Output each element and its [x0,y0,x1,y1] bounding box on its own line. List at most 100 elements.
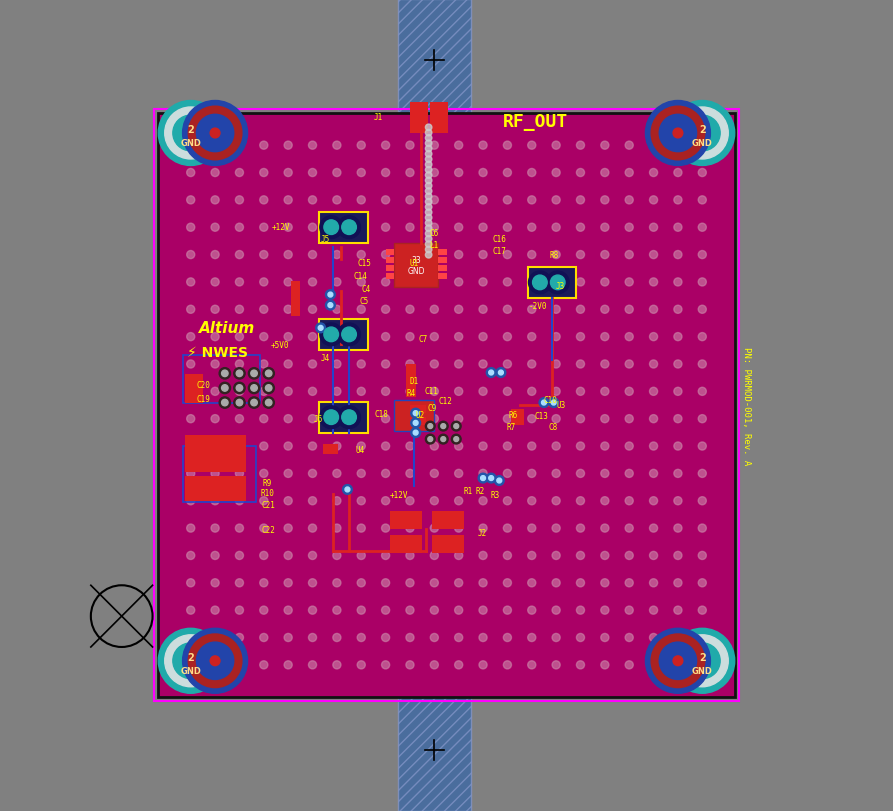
Circle shape [576,333,585,341]
Text: C15: C15 [357,259,371,268]
Bar [438,266,446,272]
Circle shape [211,661,219,669]
Circle shape [576,470,585,478]
Circle shape [338,217,361,239]
Circle shape [601,661,609,669]
Circle shape [504,142,512,150]
Bar [158,114,735,697]
Circle shape [284,470,292,478]
Bar [290,296,300,316]
Circle shape [541,401,547,406]
Circle shape [528,525,536,533]
Circle shape [284,443,292,451]
Bar [386,258,394,264]
Text: U4: U4 [355,445,365,455]
Circle shape [441,437,446,442]
Circle shape [308,470,317,478]
Circle shape [211,142,219,150]
Circle shape [601,388,609,396]
Circle shape [479,579,487,587]
Circle shape [406,633,414,642]
Circle shape [676,635,729,687]
Circle shape [455,333,463,341]
Circle shape [455,224,463,232]
Circle shape [425,435,435,444]
Circle shape [552,443,560,451]
Circle shape [504,415,512,423]
Circle shape [308,142,317,150]
Text: J6: J6 [314,414,323,424]
Circle shape [320,217,343,239]
Circle shape [504,470,512,478]
Circle shape [504,633,512,642]
Circle shape [552,142,560,150]
Circle shape [425,204,432,211]
Circle shape [308,633,317,642]
Circle shape [455,470,463,478]
Circle shape [406,388,414,396]
Circle shape [265,371,272,377]
Text: PN: PWRMOD-001, Rev. A: PN: PWRMOD-001, Rev. A [742,346,751,465]
Circle shape [308,661,317,669]
Bar [182,356,260,403]
Bar [154,109,739,702]
Circle shape [260,607,268,615]
Bar [430,103,448,134]
Text: U3: U3 [556,401,565,410]
Circle shape [260,196,268,204]
Text: C8: C8 [549,422,558,431]
Circle shape [455,142,463,150]
Circle shape [455,607,463,615]
Circle shape [576,661,585,669]
Circle shape [528,497,536,505]
Circle shape [601,333,609,341]
Circle shape [308,443,317,451]
Circle shape [479,443,487,451]
Circle shape [625,388,633,396]
Circle shape [260,224,268,232]
Text: R10: R10 [261,488,274,498]
Circle shape [248,383,260,394]
Circle shape [326,301,335,311]
Circle shape [479,661,487,669]
Circle shape [187,607,195,615]
Circle shape [413,431,418,436]
Circle shape [425,225,432,232]
Circle shape [576,551,585,560]
Circle shape [406,306,414,314]
Circle shape [342,221,356,235]
Circle shape [550,276,565,290]
Circle shape [455,278,463,286]
Circle shape [236,443,244,451]
Circle shape [601,142,609,150]
Circle shape [625,551,633,560]
Circle shape [698,360,706,368]
Circle shape [625,224,633,232]
Circle shape [479,525,487,533]
Circle shape [504,661,512,669]
Circle shape [576,525,585,533]
Circle shape [528,470,536,478]
Circle shape [357,443,365,451]
Text: C6: C6 [430,228,438,238]
Circle shape [601,306,609,314]
Circle shape [265,385,272,392]
Circle shape [236,579,244,587]
Text: R6: R6 [508,410,517,420]
Text: R2: R2 [476,486,485,496]
Circle shape [357,415,365,423]
Circle shape [236,661,244,669]
Circle shape [601,224,609,232]
Circle shape [674,142,682,150]
Circle shape [425,231,432,238]
Circle shape [211,470,219,478]
Circle shape [674,333,682,341]
Circle shape [455,415,463,423]
Text: C20: C20 [196,380,210,390]
Circle shape [674,525,682,533]
Circle shape [576,360,585,368]
Circle shape [219,368,230,380]
Circle shape [528,142,536,150]
Circle shape [333,633,341,642]
Circle shape [333,360,341,368]
